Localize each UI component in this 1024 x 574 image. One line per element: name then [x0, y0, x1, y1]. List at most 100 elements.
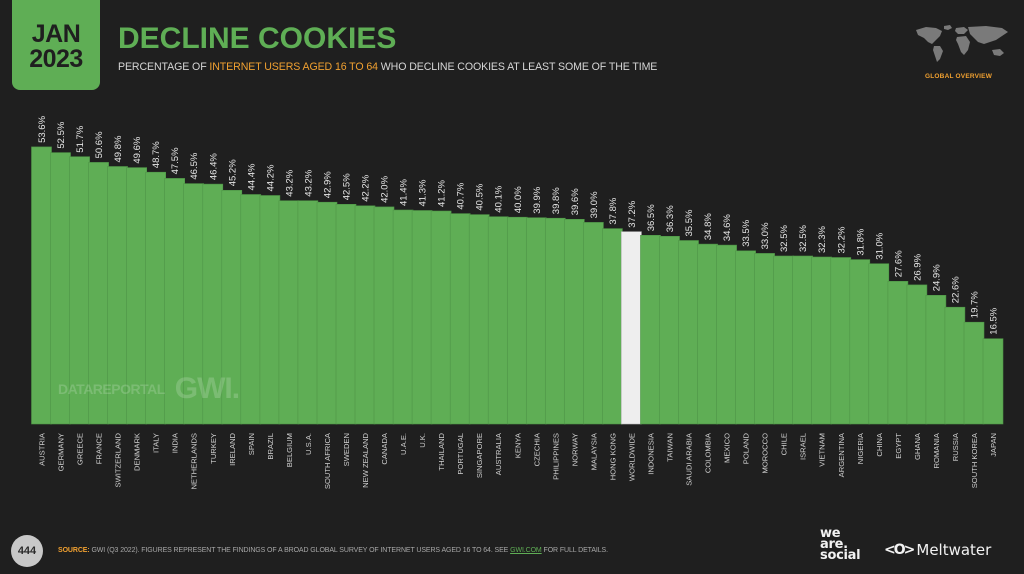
- category-label: MALAYSIA: [589, 432, 598, 470]
- category-label: NIGERIA: [856, 432, 865, 464]
- category-label: MOROCCO: [761, 433, 770, 474]
- bar-ghana: [906, 284, 928, 425]
- value-label: 39.0%: [589, 191, 600, 218]
- bar-france: [88, 162, 109, 425]
- category-label: SOUTH KOREA: [970, 432, 979, 488]
- date-year: 2023: [29, 45, 83, 73]
- category-label: MEXICO: [723, 433, 732, 463]
- bar-malaysia: [583, 222, 604, 425]
- value-label: 53.6%: [37, 115, 48, 142]
- bar-norway: [563, 219, 585, 425]
- source-tail: FOR FULL DETAILS.: [541, 547, 609, 554]
- value-label: 37.8%: [608, 197, 619, 224]
- value-label: 44.4%: [246, 163, 257, 190]
- value-label: 48.7%: [151, 141, 162, 168]
- category-label: IRELAND: [228, 432, 237, 465]
- category-label: ITALY: [152, 433, 161, 453]
- category-label: ROMANIA: [932, 432, 941, 468]
- bar-spain: [240, 194, 262, 425]
- bar-south-korea: [963, 321, 985, 425]
- value-label: 33.0%: [760, 222, 771, 249]
- value-label: 39.6%: [570, 188, 581, 215]
- subtitle-prefix: PERCENTAGE OF: [118, 61, 210, 73]
- bar-mexico: [716, 244, 737, 425]
- bar-italy: [145, 171, 166, 425]
- value-label: 34.6%: [722, 214, 733, 241]
- category-label: FRANCE: [95, 433, 104, 464]
- category-label: TAIWAN: [666, 433, 675, 462]
- value-label: 47.5%: [170, 147, 181, 174]
- we-are-social-logo: we are. social: [820, 526, 861, 563]
- bar-kenya: [506, 216, 528, 425]
- value-label: 46.4%: [208, 153, 219, 180]
- category-label: JAPAN: [989, 433, 998, 457]
- bar-czechia: [525, 217, 547, 425]
- category-label: COLOMBIA: [704, 432, 713, 473]
- category-label: HONG KONG: [608, 433, 617, 480]
- bar-netherlands: [183, 183, 204, 425]
- category-label: SPAIN: [247, 433, 256, 455]
- value-label: 37.2%: [627, 200, 638, 227]
- date-badge: JAN 2023: [12, 0, 100, 90]
- category-label: U.K.: [418, 433, 427, 448]
- value-label: 42.5%: [342, 173, 353, 200]
- value-label: 39.8%: [551, 187, 562, 214]
- bar-austria: [31, 146, 52, 425]
- bar-australia: [487, 216, 509, 425]
- world-map-icon: [916, 25, 1008, 62]
- value-label: 45.2%: [227, 159, 238, 186]
- category-label: POLAND: [742, 432, 751, 464]
- bar-taiwan: [659, 236, 680, 425]
- value-label: 46.5%: [189, 152, 200, 179]
- bar-colombia: [697, 243, 718, 425]
- value-label: 31.8%: [855, 228, 866, 255]
- bar-new-zealand: [354, 205, 376, 425]
- meltwater-name: Meltwater: [916, 541, 992, 559]
- category-label: GERMANY: [57, 433, 66, 471]
- category-label: WORLDWIDE: [627, 433, 636, 481]
- logo-line-1: we: [820, 526, 841, 541]
- value-label: 22.6%: [950, 276, 961, 303]
- category-label: THAILAND: [437, 432, 446, 470]
- page-title: DECLINE COOKIES: [118, 22, 397, 55]
- value-label: 32.5%: [798, 225, 809, 252]
- bar-belgium: [278, 200, 300, 425]
- value-label: 40.7%: [456, 182, 467, 209]
- category-label: SOUTH AFRICA: [323, 432, 332, 489]
- value-label: 41.3%: [418, 179, 429, 206]
- bar-russia: [944, 306, 966, 425]
- value-label: 19.7%: [970, 291, 981, 318]
- value-label: 50.6%: [94, 131, 105, 158]
- category-label: RUSSIA: [951, 432, 960, 461]
- value-label: 39.9%: [532, 186, 543, 213]
- value-label: 16.5%: [989, 307, 1000, 334]
- section-label: GLOBAL OVERVIEW: [925, 73, 993, 80]
- bar-worldwide: [621, 231, 642, 425]
- bar-denmark: [126, 167, 147, 425]
- value-label: 49.8%: [113, 135, 124, 162]
- value-label: 36.3%: [665, 205, 676, 232]
- value-label: 43.2%: [284, 169, 295, 196]
- category-label: TURKEY: [209, 433, 218, 464]
- category-label: NETHERLANDS: [190, 433, 199, 490]
- value-label: 24.9%: [931, 264, 942, 291]
- bar-egypt: [887, 280, 909, 425]
- value-label: 33.5%: [741, 219, 752, 246]
- category-label: CZECHIA: [532, 432, 541, 466]
- bar-ireland: [221, 190, 243, 425]
- category-label: ARGENTINA: [837, 432, 846, 477]
- source-link[interactable]: GWI.COM: [510, 547, 542, 554]
- value-label: 27.6%: [893, 250, 904, 277]
- bar-u-s-a: [297, 200, 319, 425]
- bar-thailand: [430, 210, 452, 425]
- value-label: 41.4%: [399, 179, 410, 206]
- value-label: 40.5%: [475, 183, 486, 210]
- bar-u-k: [411, 210, 433, 425]
- bar-greece: [69, 156, 90, 425]
- category-label: SWITZERLAND: [114, 432, 123, 487]
- category-label: SAUDI ARABIA: [685, 432, 694, 486]
- logo-line-3: social: [820, 548, 861, 563]
- category-label: SWEDEN: [342, 433, 351, 466]
- category-label: KENYA: [513, 432, 522, 458]
- value-label: 40.1%: [494, 185, 505, 212]
